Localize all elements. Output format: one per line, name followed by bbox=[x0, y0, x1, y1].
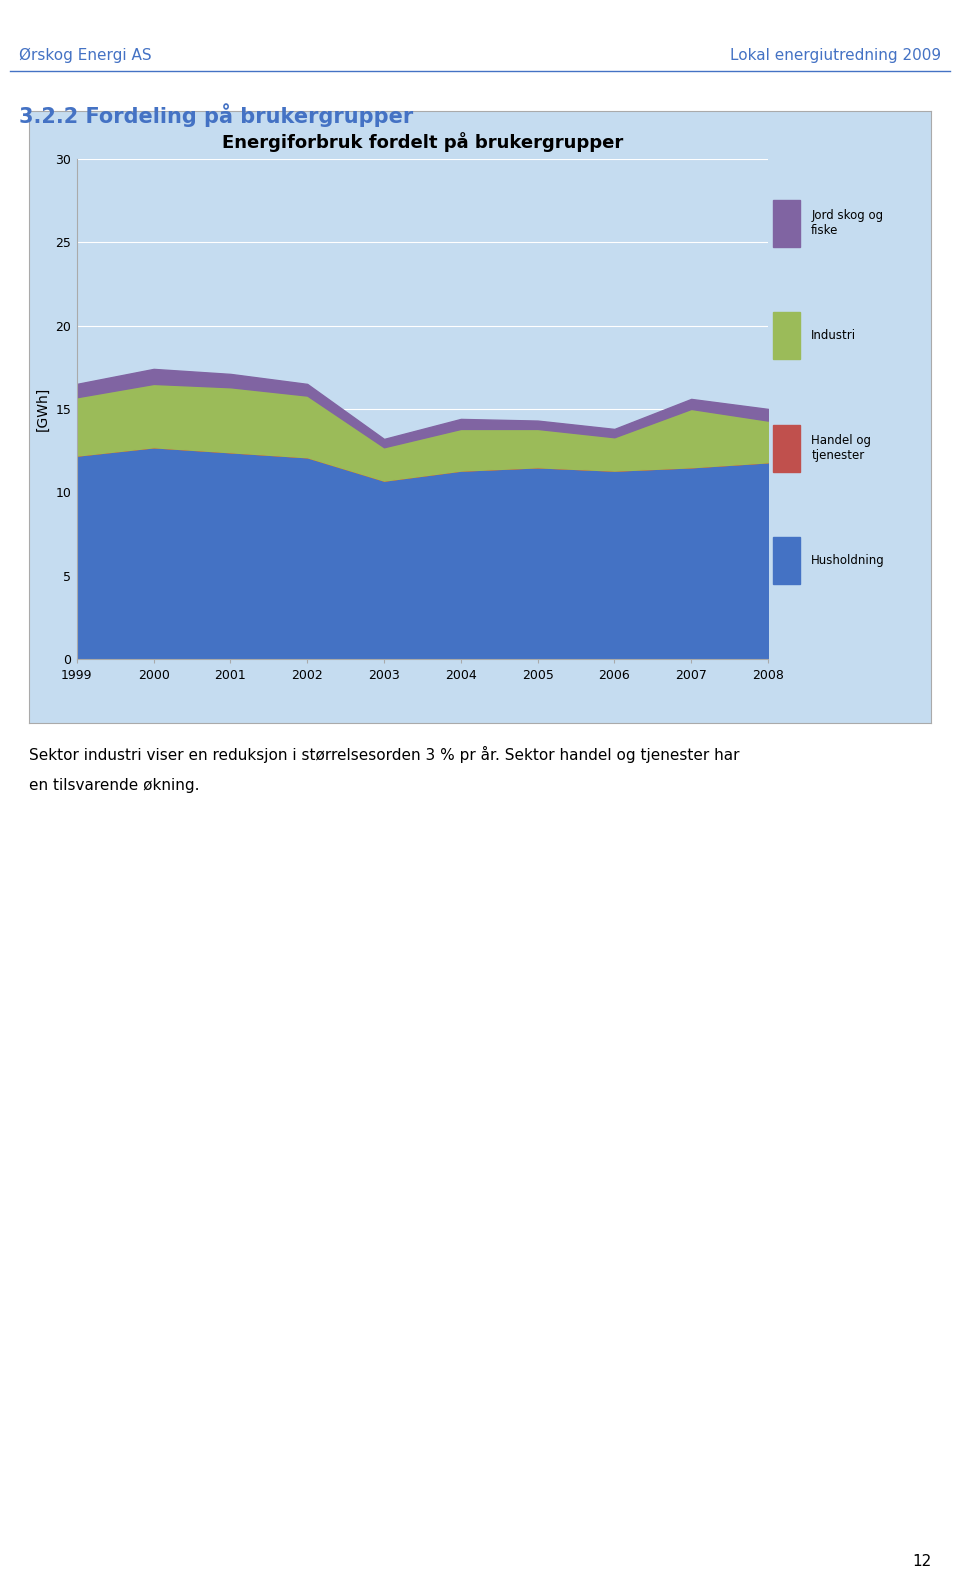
Y-axis label: [GWh]: [GWh] bbox=[36, 387, 50, 430]
Text: Jord skog og
fiske: Jord skog og fiske bbox=[811, 210, 883, 237]
Text: Ørskog Energi AS: Ørskog Energi AS bbox=[19, 48, 152, 64]
Text: Sektor industri viser en reduksjon i størrelsesorden 3 % pr år. Sektor handel og: Sektor industri viser en reduksjon i stø… bbox=[29, 746, 739, 764]
Text: Husholdning: Husholdning bbox=[811, 554, 885, 567]
Bar bbox=[773, 537, 801, 584]
Text: Lokal energiutredning 2009: Lokal energiutredning 2009 bbox=[730, 48, 941, 62]
Text: 3.2.2 Fordeling på brukergrupper: 3.2.2 Fordeling på brukergrupper bbox=[19, 103, 414, 127]
Bar bbox=[773, 200, 801, 246]
Bar bbox=[773, 313, 801, 359]
Text: Industri: Industri bbox=[811, 329, 856, 343]
Text: en tilsvarende økning.: en tilsvarende økning. bbox=[29, 778, 200, 792]
Bar bbox=[773, 424, 801, 472]
Title: Energiforbruk fordelt på brukergrupper: Energiforbruk fordelt på brukergrupper bbox=[222, 132, 623, 152]
Text: Handel og
tjenester: Handel og tjenester bbox=[811, 434, 871, 462]
Text: 12: 12 bbox=[912, 1555, 931, 1569]
